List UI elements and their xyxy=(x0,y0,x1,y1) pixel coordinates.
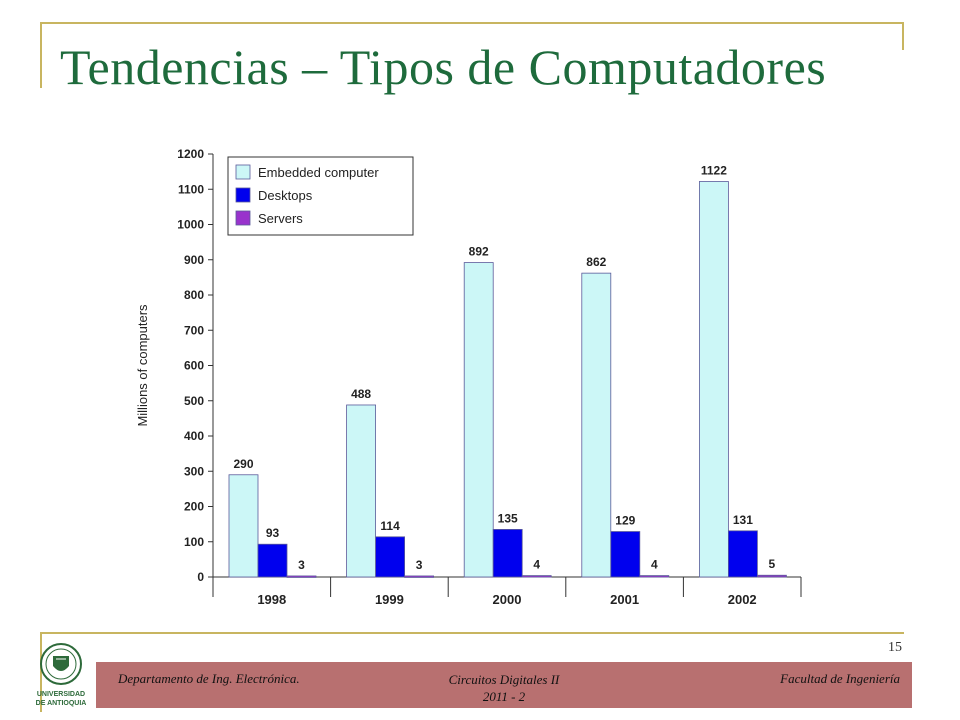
y-tick-label: 600 xyxy=(184,359,204,373)
y-tick-label: 100 xyxy=(184,535,204,549)
y-axis-label: Millions of computers xyxy=(135,304,150,427)
bar-servers xyxy=(757,574,787,578)
y-tick-label: 500 xyxy=(184,394,204,408)
y-tick-label: 300 xyxy=(184,464,204,478)
y-tick-label: 400 xyxy=(184,429,204,443)
y-tick-label: 1000 xyxy=(177,218,204,232)
legend-swatch xyxy=(235,210,251,226)
legend-swatch xyxy=(235,164,251,180)
y-tick-label: 0 xyxy=(197,570,204,584)
legend-box xyxy=(227,156,414,236)
university-seal-icon xyxy=(40,643,82,685)
legend-swatch xyxy=(235,187,251,203)
data-label: 131 xyxy=(733,513,753,527)
data-label: 135 xyxy=(498,511,518,525)
legend-label: Embedded computer xyxy=(258,165,379,180)
footer-left-rule xyxy=(40,632,42,712)
data-label: 3 xyxy=(298,558,305,572)
logo-line1: UNIVERSIDAD xyxy=(37,691,85,698)
x-tick-label: 1999 xyxy=(375,592,404,607)
data-label: 892 xyxy=(469,245,489,259)
bar-servers xyxy=(639,575,670,578)
bar-servers xyxy=(521,575,552,578)
frame-right-rule xyxy=(902,22,904,50)
bar-embedded-computer xyxy=(228,474,259,578)
data-label: 93 xyxy=(266,526,280,540)
footer-department: Departamento de Ing. Electrónica. xyxy=(118,671,300,686)
bar-servers xyxy=(404,575,435,578)
data-label: 488 xyxy=(351,387,371,401)
y-tick-label: 1200 xyxy=(177,147,204,161)
bar-servers xyxy=(286,575,317,578)
bar-desktops xyxy=(375,536,406,578)
frame-left-rule xyxy=(40,22,42,88)
bar-desktops xyxy=(492,529,523,578)
bar-embedded-computer xyxy=(346,404,377,578)
slide-title: Tendencias – Tipos de Computadores xyxy=(60,39,827,95)
data-label: 1122 xyxy=(701,163,727,177)
data-label: 862 xyxy=(586,255,606,269)
data-label: 129 xyxy=(615,514,635,528)
data-label: 4 xyxy=(533,558,540,572)
bar-embedded-computer xyxy=(463,262,494,578)
bar-embedded-computer xyxy=(699,181,729,578)
y-tick-label: 700 xyxy=(184,323,204,337)
data-label: 114 xyxy=(380,519,400,533)
bar-desktops xyxy=(610,531,641,578)
bar-desktops xyxy=(257,543,288,578)
footer-rule xyxy=(40,632,904,634)
x-tick-label: 2000 xyxy=(493,592,522,607)
footer-course-period: 2011 - 2 xyxy=(482,689,526,704)
x-tick-label: 2001 xyxy=(610,592,639,607)
bar-chart: 0 100 200 300 400 500 600 700 800 900 1000 1100 1200… xyxy=(135,147,802,607)
footer-course: Circuitos Digitales II 2011 - 2 xyxy=(96,671,912,705)
data-label: 3 xyxy=(416,558,423,572)
bar-embedded-computer xyxy=(581,272,612,578)
y-tick-label: 900 xyxy=(184,253,204,267)
logo-line2: DE ANTIOQUIA xyxy=(36,700,87,707)
footer-course-name: Circuitos Digitales II xyxy=(448,672,560,687)
data-label: 4 xyxy=(651,558,658,572)
data-label: 5 xyxy=(769,557,776,571)
x-tick-label: 1998 xyxy=(257,592,286,607)
university-logo: UNIVERSIDAD DE ANTIOQUIA xyxy=(36,643,87,707)
page-number: 15 xyxy=(888,640,902,655)
y-tick-label: 1100 xyxy=(178,182,204,196)
data-label: 290 xyxy=(233,457,253,471)
legend-label: Desktops xyxy=(258,188,313,203)
footer-bar: Departamento de Ing. Electrónica. Circui… xyxy=(96,662,912,708)
y-tick-label: 200 xyxy=(184,500,204,514)
footer-faculty: Facultad de Ingeniería xyxy=(780,671,900,686)
x-tick-label: 2002 xyxy=(728,592,757,607)
y-tick-label: 800 xyxy=(184,288,204,302)
frame-top-rule xyxy=(40,22,904,24)
bar-desktops xyxy=(728,530,758,578)
legend-label: Servers xyxy=(258,211,303,226)
